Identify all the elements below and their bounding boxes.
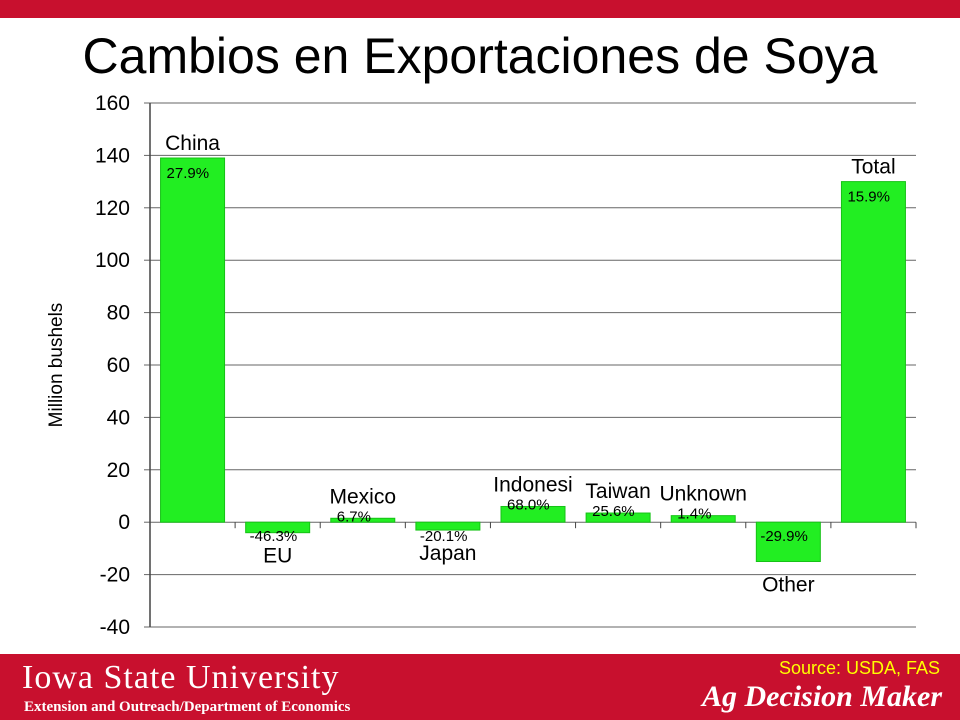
data-label: 1.4% <box>677 506 711 523</box>
category-label: Indonesi <box>493 473 572 496</box>
data-label: -29.9% <box>760 528 808 545</box>
y-tick-label: 40 <box>107 406 130 429</box>
category-label: Mexico <box>330 485 397 508</box>
bar-unknown <box>670 515 736 523</box>
source-note: Source: USDA, FAS <box>778 658 940 678</box>
y-tick-label: 100 <box>95 249 130 272</box>
category-label: Unknown <box>659 483 747 506</box>
category-label: EU <box>263 545 292 568</box>
bar-other <box>755 521 821 563</box>
category-label: Taiwan <box>585 480 650 503</box>
brand-logo-text: Ag Decision Maker <box>702 680 942 713</box>
data-label: 25.6% <box>592 503 635 520</box>
footer-bar: Iowa State University Extension and Outr… <box>0 654 960 720</box>
y-tick-label: -20 <box>100 564 130 587</box>
soy-exports-bar-chart: 160 140 120 100 80 60 40 20 0 -20 -40 Million bushe… <box>46 92 917 639</box>
y-tick-label: 20 <box>107 459 130 482</box>
data-label: 15.9% <box>847 189 890 206</box>
y-tick-label: 160 <box>95 92 130 115</box>
y-tick-label: 80 <box>107 302 130 325</box>
y-tick-label: 120 <box>95 197 130 220</box>
bar-mexico <box>330 517 396 523</box>
y-axis-label: Million bushels <box>46 303 67 428</box>
department-text: Extension and Outreach/Department of Eco… <box>24 699 351 715</box>
bar-china <box>160 157 226 523</box>
bar-eu <box>245 521 311 534</box>
data-label: 68.0% <box>507 496 550 513</box>
y-tick-label: 140 <box>95 144 130 167</box>
bar-total <box>840 181 906 523</box>
y-tick-label: 60 <box>107 354 130 377</box>
y-tick-label: -40 <box>100 616 130 639</box>
data-label: 6.7% <box>337 508 371 525</box>
category-label: Other <box>762 574 815 597</box>
bar-japan <box>415 521 481 531</box>
data-label: -20.1% <box>420 528 468 545</box>
y-tick-label: 0 <box>118 511 130 534</box>
data-label: -46.3% <box>250 528 298 545</box>
category-label: Japan <box>419 542 476 565</box>
slide-title: Cambios en Exportaciones de Soya <box>82 28 878 84</box>
category-label: Total <box>851 156 895 179</box>
university-logo-text: Iowa State University <box>22 659 340 696</box>
data-label: 27.9% <box>167 165 210 182</box>
bar-taiwan <box>585 512 651 523</box>
bar-indonesia <box>500 505 566 523</box>
top-accent-stripe <box>0 0 960 18</box>
category-label: China <box>165 132 220 155</box>
